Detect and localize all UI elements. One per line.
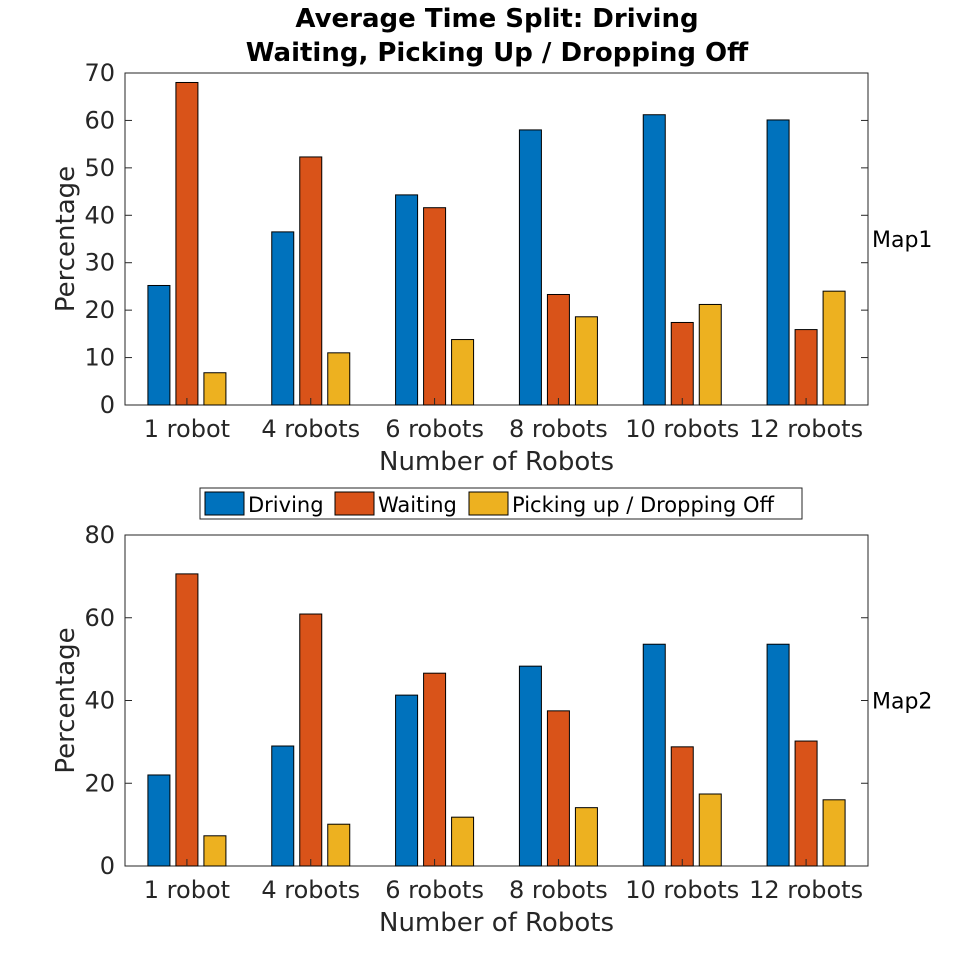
y-tick-label: 20 — [84, 296, 115, 324]
chart-title-line-1: Average Time Split: Driving — [295, 4, 698, 34]
bar-driving-4-robots — [271, 231, 295, 406]
x-tick-label: 4 robots — [261, 876, 360, 904]
bar-waiting-10-robots — [670, 746, 694, 867]
bar-picking-up-dropping-off-12-robots — [822, 290, 846, 406]
legend-label-picking: Picking up / Dropping Off — [512, 493, 774, 517]
bar-driving-10-robots — [642, 643, 666, 867]
bar-driving-6-robots — [395, 694, 419, 867]
y-axis-label: Percentage — [51, 166, 81, 312]
bar-driving-4-robots — [271, 745, 295, 867]
chart-title-line-2: Waiting, Picking Up / Dropping Off — [246, 38, 749, 68]
legend: Driving Waiting Picking up / Dropping Of… — [199, 487, 803, 520]
bar-waiting-12-robots — [794, 740, 818, 867]
bar-waiting-4-robots — [299, 156, 323, 406]
bar-waiting-6-robots — [423, 672, 447, 867]
x-tick-label: 8 robots — [509, 876, 608, 904]
bar-driving-10-robots — [642, 114, 666, 406]
y-tick-label: 30 — [84, 249, 115, 277]
x-tick-label: 8 robots — [509, 415, 608, 443]
x-tick-label: 4 robots — [261, 415, 360, 443]
bar-driving-12-robots — [766, 643, 790, 867]
bar-picking-up-dropping-off-4-robots — [327, 823, 351, 867]
bar-driving-1-robot — [147, 284, 171, 406]
bar-driving-1-robot — [147, 774, 171, 867]
plot-area — [124, 534, 869, 867]
x-tick-label: 1 robot — [144, 876, 230, 904]
x-axis-label: Number of Robots — [379, 447, 614, 477]
bar-picking-up-dropping-off-6-robots — [451, 816, 475, 867]
bar-driving-6-robots — [395, 194, 419, 406]
bar-waiting-1-robot — [175, 573, 199, 867]
bar-waiting-12-robots — [794, 329, 818, 406]
y-tick-label: 60 — [84, 604, 115, 632]
plot-area — [124, 72, 869, 406]
bar-picking-up-dropping-off-6-robots — [451, 339, 475, 406]
map1-chart: 0 10 20 30 40 50 60 70 1 robot 4 robots 6 robots 8 … — [51, 59, 932, 477]
bar-waiting-8-robots — [546, 710, 570, 867]
bar-picking-up-dropping-off-8-robots — [574, 807, 598, 867]
bar-waiting-1-robot — [175, 81, 199, 406]
y-tick-label: 0 — [100, 852, 115, 880]
bar-waiting-10-robots — [670, 321, 694, 406]
bar-waiting-8-robots — [546, 293, 570, 406]
y-tick-label: 40 — [84, 687, 115, 715]
legend-swatch-driving — [204, 491, 245, 516]
y-tick-label: 60 — [84, 106, 115, 134]
panel-label: Map2 — [872, 690, 932, 715]
bar-picking-up-dropping-off-10-robots — [698, 303, 722, 406]
bar-driving-8-robots — [518, 665, 542, 867]
bar-driving-8-robots — [518, 129, 542, 406]
bar-driving-12-robots — [766, 119, 790, 406]
bar-waiting-6-robots — [423, 207, 447, 406]
y-axis-label: Percentage — [51, 627, 81, 773]
map2-chart: 0 20 40 60 80 1 robot 4 robots 6 robots 8 robots… — [51, 521, 932, 938]
x-tick-label: 10 robots — [625, 415, 739, 443]
y-tick-label: 40 — [84, 201, 115, 229]
y-tick-label: 80 — [84, 521, 115, 549]
x-tick-label: 12 robots — [749, 415, 863, 443]
legend-label-driving: Driving — [248, 493, 324, 517]
x-tick-label: 12 robots — [749, 876, 863, 904]
bar-picking-up-dropping-off-8-robots — [574, 316, 598, 406]
legend-swatch-picking — [468, 491, 509, 516]
y-tick-label: 20 — [84, 769, 115, 797]
bar-picking-up-dropping-off-1-robot — [203, 835, 227, 867]
x-tick-label: 6 robots — [385, 415, 484, 443]
y-tick-label: 0 — [100, 391, 115, 419]
legend-label-waiting: Waiting — [378, 493, 457, 517]
bar-picking-up-dropping-off-1-robot — [203, 372, 227, 406]
bar-picking-up-dropping-off-12-robots — [822, 799, 846, 867]
y-tick-label: 50 — [84, 154, 115, 182]
x-tick-label: 6 robots — [385, 876, 484, 904]
y-tick-label: 70 — [84, 59, 115, 87]
x-tick-label: 1 robot — [144, 415, 230, 443]
y-tick-label: 10 — [84, 344, 115, 372]
bar-picking-up-dropping-off-10-robots — [698, 793, 722, 867]
bar-waiting-4-robots — [299, 613, 323, 867]
x-tick-label: 10 robots — [625, 876, 739, 904]
panel-label: Map1 — [872, 228, 932, 253]
legend-swatch-waiting — [334, 491, 375, 516]
x-axis-label: Number of Robots — [379, 908, 614, 938]
bar-picking-up-dropping-off-4-robots — [327, 352, 351, 406]
